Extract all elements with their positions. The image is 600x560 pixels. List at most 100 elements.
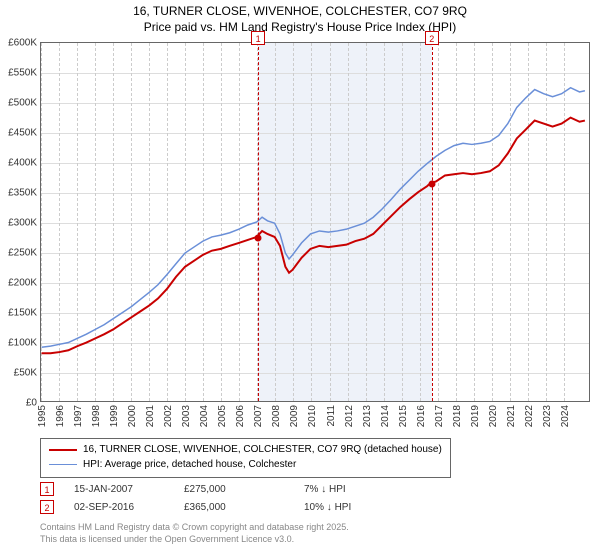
gridline-v: [239, 43, 240, 401]
xtick-label: 2015: [398, 405, 409, 427]
xtick-label: 2019: [470, 405, 481, 427]
gridline-h: [41, 163, 589, 164]
gridline-v: [492, 43, 493, 401]
legend-swatch: [49, 464, 77, 465]
legend-box: 16, TURNER CLOSE, WIVENHOE, COLCHESTER, …: [40, 438, 451, 478]
gridline-v: [185, 43, 186, 401]
ytick-label: £350K: [8, 188, 37, 199]
sale-marker-2: [428, 181, 435, 188]
xtick-label: 2008: [271, 405, 282, 427]
ytick-label: £100K: [8, 338, 37, 349]
xtick-label: 2006: [235, 405, 246, 427]
gridline-v: [384, 43, 385, 401]
ref-line-2: [432, 37, 433, 401]
chart-area: £0£50K£100K£150K£200K£250K£300K£350K£400…: [40, 42, 590, 402]
xtick-label: 1997: [73, 405, 84, 427]
ref-line-1: [258, 37, 259, 401]
xtick-label: 2020: [488, 405, 499, 427]
ytick-label: £0: [26, 398, 37, 409]
footer-attribution: Contains HM Land Registry data © Crown c…: [40, 522, 349, 545]
xtick-label: 2016: [416, 405, 427, 427]
ref-box-1: 1: [251, 31, 265, 45]
xtick-label: 2002: [163, 405, 174, 427]
gridline-v: [330, 43, 331, 401]
gridline-v: [149, 43, 150, 401]
gridline-h: [41, 343, 589, 344]
xtick-label: 2005: [217, 405, 228, 427]
legend-label: 16, TURNER CLOSE, WIVENHOE, COLCHESTER, …: [83, 442, 442, 457]
title-subtitle: Price paid vs. HM Land Registry's House …: [0, 20, 600, 36]
xtick-label: 2004: [199, 405, 210, 427]
xtick-label: 1999: [109, 405, 120, 427]
xtick-label: 1998: [91, 405, 102, 427]
gridline-v: [221, 43, 222, 401]
gridline-v: [113, 43, 114, 401]
gridline-v: [510, 43, 511, 401]
sale-price: £275,000: [184, 484, 304, 495]
gridline-v: [95, 43, 96, 401]
gridline-v: [293, 43, 294, 401]
xtick-label: 2010: [307, 405, 318, 427]
ytick-label: £600K: [8, 38, 37, 49]
ytick-label: £250K: [8, 248, 37, 259]
gridline-v: [311, 43, 312, 401]
gridline-v: [77, 43, 78, 401]
xtick-label: 2022: [524, 405, 535, 427]
footer-line2: This data is licensed under the Open Gov…: [40, 534, 349, 546]
ytick-label: £50K: [14, 368, 37, 379]
gridline-v: [564, 43, 565, 401]
sale-marker-1: [255, 235, 262, 242]
gridline-v: [167, 43, 168, 401]
sale-row: 202-SEP-2016£365,00010% ↓ HPI: [40, 498, 424, 516]
gridline-h: [41, 133, 589, 134]
ytick-label: £200K: [8, 278, 37, 289]
sale-date: 15-JAN-2007: [74, 484, 184, 495]
xtick-label: 1995: [37, 405, 48, 427]
gridline-v: [456, 43, 457, 401]
ytick-label: £500K: [8, 98, 37, 109]
series-price_paid: [42, 118, 585, 354]
gridline-h: [41, 283, 589, 284]
gridline-h: [41, 373, 589, 374]
gridline-v: [546, 43, 547, 401]
gridline-v: [59, 43, 60, 401]
gridline-h: [41, 313, 589, 314]
gridline-h: [41, 73, 589, 74]
xtick-label: 2012: [344, 405, 355, 427]
xtick-label: 2014: [380, 405, 391, 427]
footer-line1: Contains HM Land Registry data © Crown c…: [40, 522, 349, 534]
ytick-label: £550K: [8, 68, 37, 79]
xtick-label: 2018: [452, 405, 463, 427]
xtick-label: 2024: [560, 405, 571, 427]
ytick-label: £300K: [8, 218, 37, 229]
plot-region: £0£50K£100K£150K£200K£250K£300K£350K£400…: [40, 42, 590, 402]
gridline-v: [420, 43, 421, 401]
down-arrow-icon: ↓: [321, 484, 326, 495]
xtick-label: 2013: [362, 405, 373, 427]
sale-date: 02-SEP-2016: [74, 502, 184, 513]
gridline-v: [41, 43, 42, 401]
legend-row: HPI: Average price, detached house, Colc…: [49, 457, 442, 472]
gridline-h: [41, 253, 589, 254]
gridline-v: [438, 43, 439, 401]
gridline-v: [348, 43, 349, 401]
gridline-v: [366, 43, 367, 401]
legend-row: 16, TURNER CLOSE, WIVENHOE, COLCHESTER, …: [49, 442, 442, 457]
xtick-label: 2017: [434, 405, 445, 427]
sale-price: £365,000: [184, 502, 304, 513]
gridline-v: [474, 43, 475, 401]
gridline-h: [41, 103, 589, 104]
xtick-label: 2023: [542, 405, 553, 427]
sales-table: 115-JAN-2007£275,0007% ↓ HPI202-SEP-2016…: [40, 480, 424, 516]
gridline-h: [41, 193, 589, 194]
gridline-v: [131, 43, 132, 401]
title-address: 16, TURNER CLOSE, WIVENHOE, COLCHESTER, …: [0, 4, 600, 20]
sale-row: 115-JAN-2007£275,0007% ↓ HPI: [40, 480, 424, 498]
series-hpi: [42, 88, 585, 348]
xtick-label: 2021: [506, 405, 517, 427]
ytick-label: £150K: [8, 308, 37, 319]
sale-pct-vs-hpi: 10% ↓ HPI: [304, 502, 424, 513]
gridline-h: [41, 223, 589, 224]
gridline-v: [402, 43, 403, 401]
xtick-label: 2011: [326, 405, 337, 427]
